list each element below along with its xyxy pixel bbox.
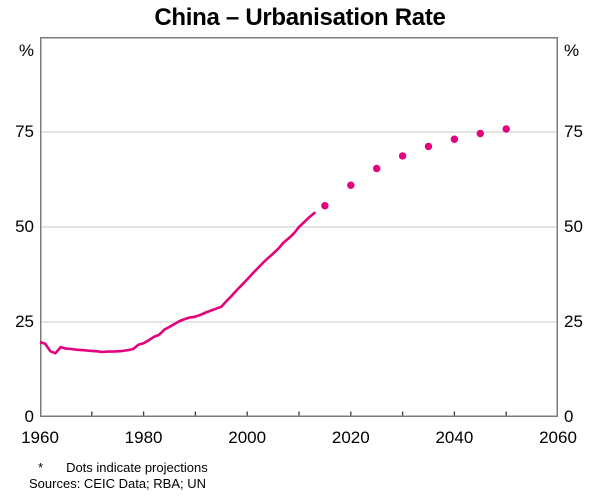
projection-dot (398, 152, 407, 160)
y-tick-label-right: 25 (564, 312, 583, 331)
chart-canvas (40, 37, 558, 417)
sources-line: Sources: CEIC Data; RBA; UN (29, 476, 206, 491)
projection-dot (502, 125, 510, 133)
x-tick-label: 2040 (435, 428, 474, 447)
chart-title: China – Urbanisation Rate (154, 4, 446, 31)
projection-dot (450, 135, 459, 143)
x-tick-label: 2060 (539, 428, 577, 447)
y-tick-label-right: 50 (564, 217, 583, 236)
y-tick-label-left: 75 (15, 122, 34, 141)
y-tick-label-left: 25 (15, 312, 34, 331)
x-tick-label: 2000 (228, 428, 267, 447)
projection-dot (347, 181, 355, 189)
footnote: * Dots indicate projections (38, 460, 208, 475)
history-line (40, 211, 316, 355)
projection-dot (321, 202, 329, 210)
projection-dot (476, 129, 484, 138)
plot-area (40, 37, 558, 417)
y-tick-label-left: 0 (24, 407, 34, 426)
projection-dot (373, 164, 381, 173)
x-tick-label: 1980 (124, 428, 163, 447)
x-tick-label: 2020 (331, 428, 370, 447)
y-tick-label-right: 75 (564, 122, 583, 141)
x-tick-label: 1960 (21, 428, 59, 447)
footnote-text: Dots indicate projections (66, 460, 208, 475)
footnote-marker: * (38, 460, 44, 475)
y-axis-unit-right: % (564, 41, 580, 60)
y-tick-label-right: 0 (564, 407, 574, 426)
y-axis-unit-left: % (18, 41, 34, 60)
plot-border (40, 37, 558, 417)
projection-dot (424, 142, 433, 151)
y-tick-label-left: 50 (15, 217, 34, 236)
